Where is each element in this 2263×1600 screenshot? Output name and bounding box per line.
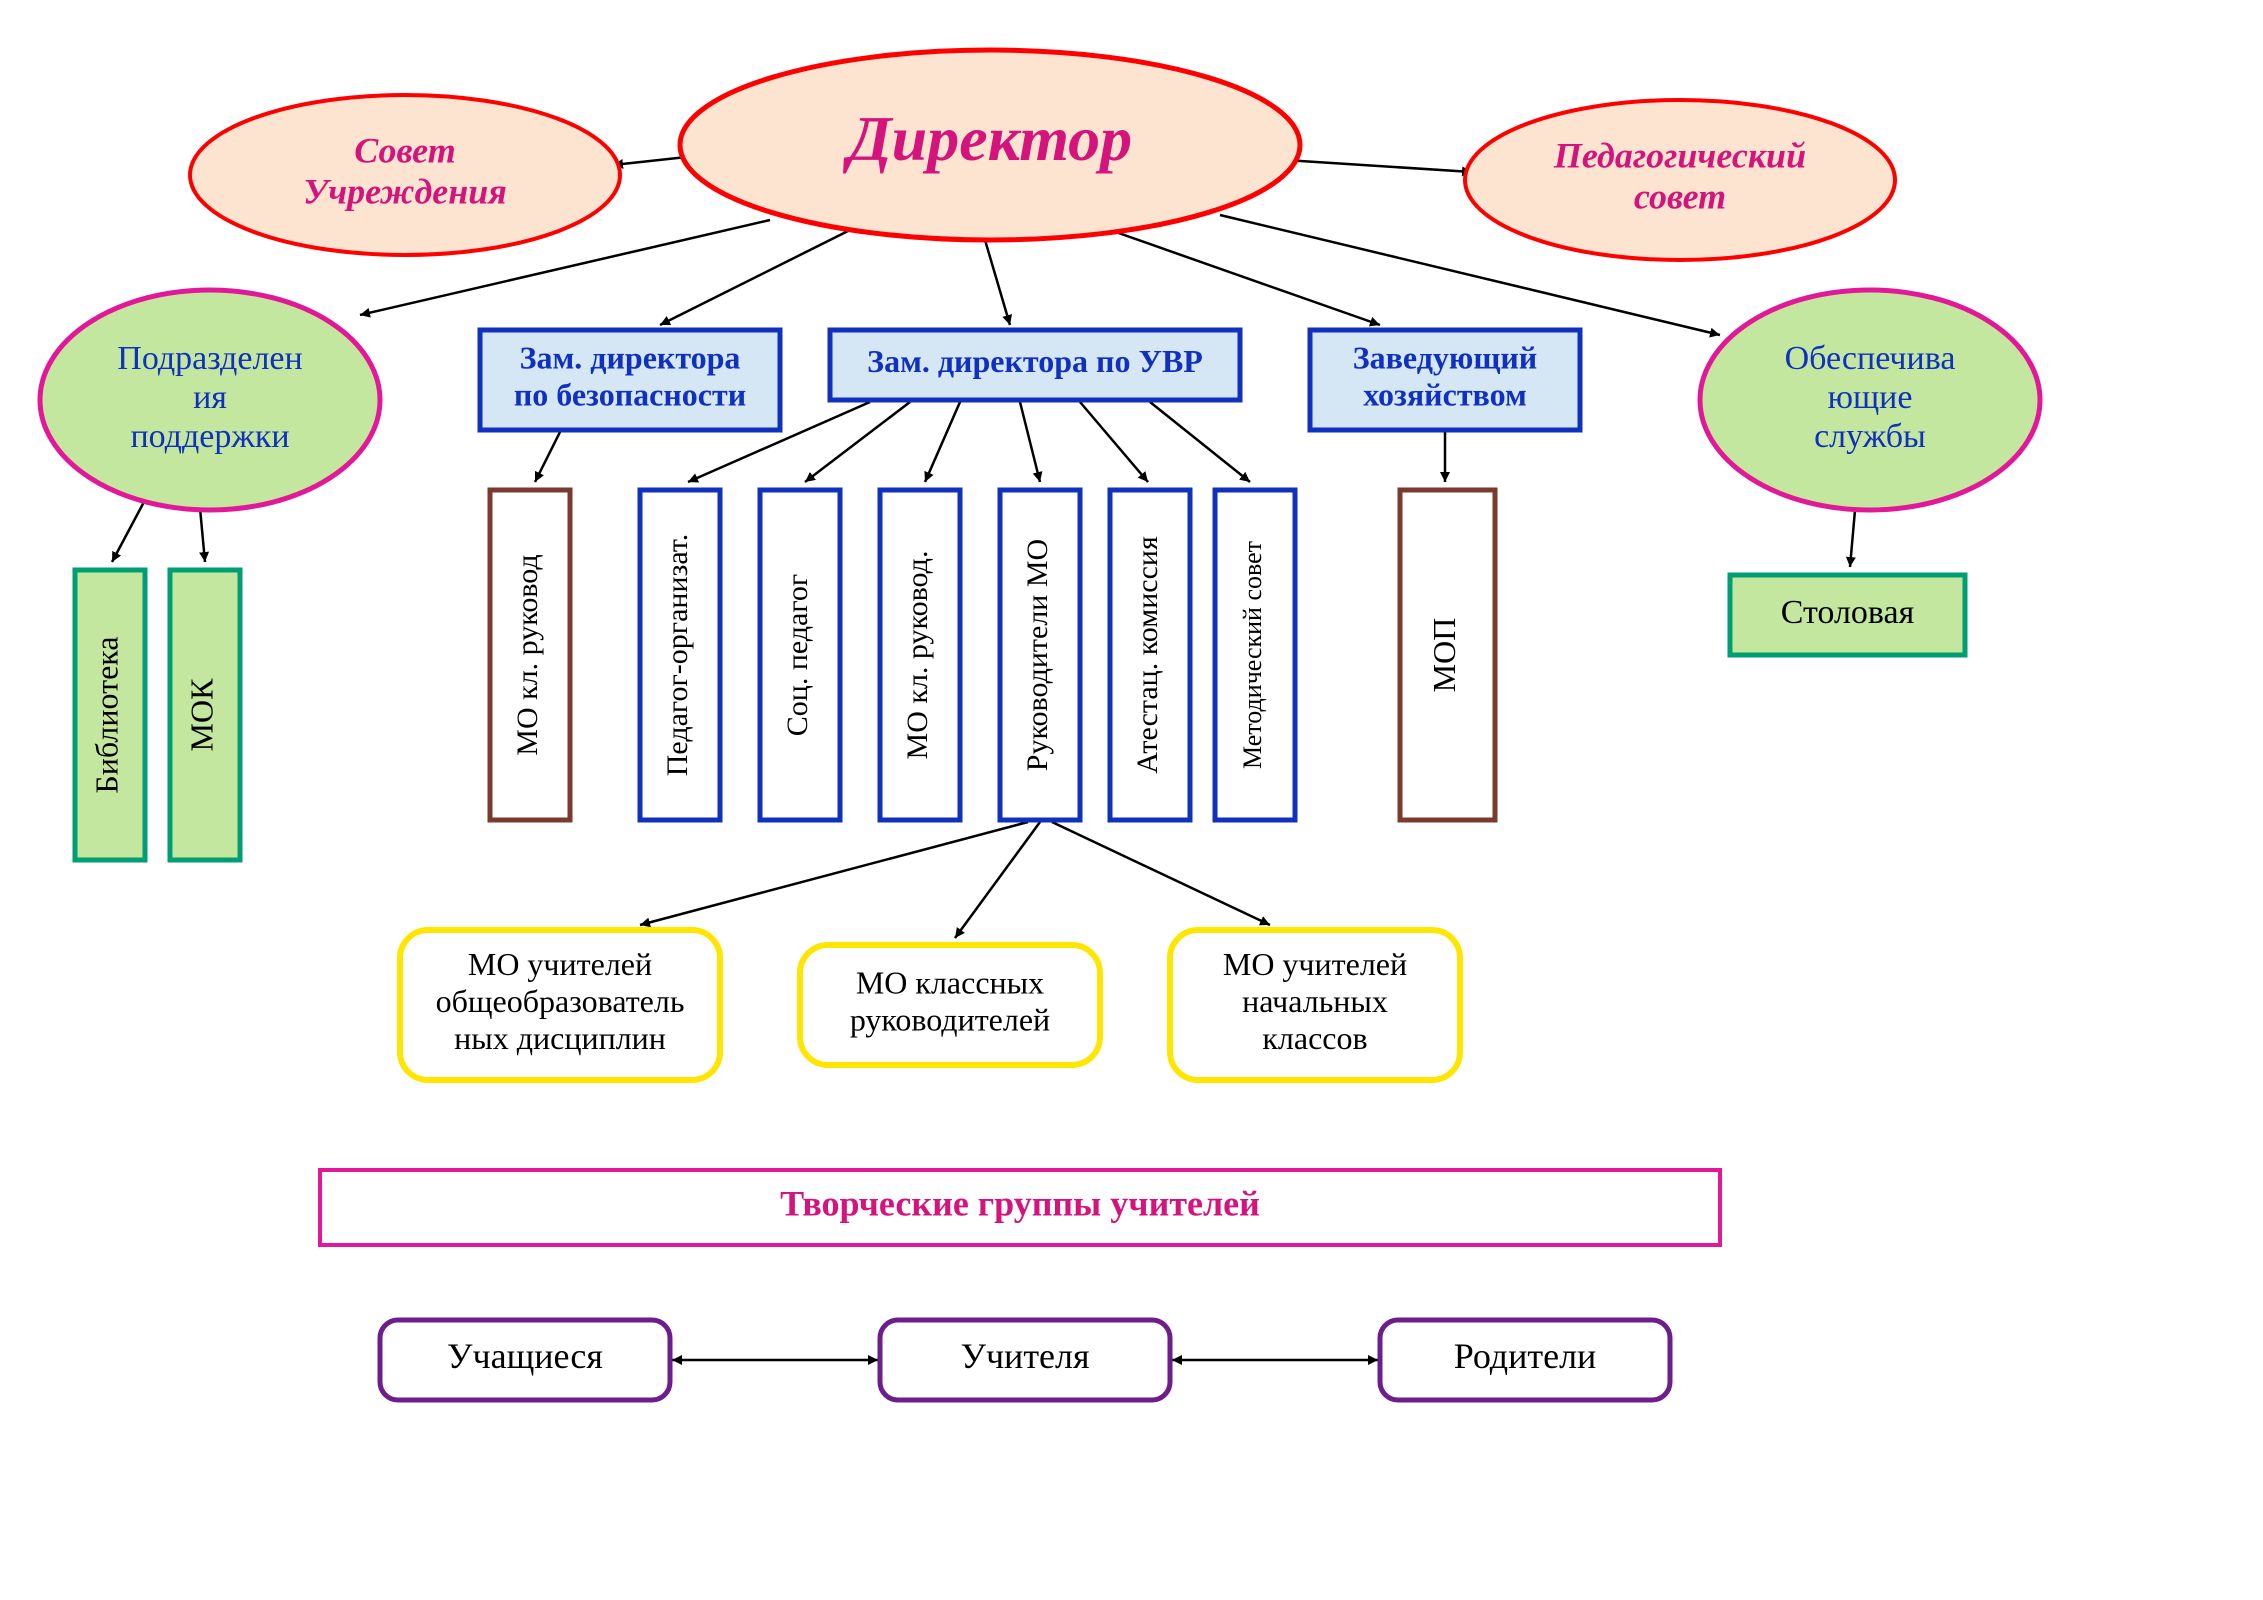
node-attest: Атестац. комиссия bbox=[1110, 490, 1190, 820]
nodes-layer: Директор СоветУчреждения Педагогическийсов… bbox=[40, 50, 2040, 1400]
node-bibl: Библиотека bbox=[75, 570, 145, 860]
node-services: Обеспечивающиеслужбы bbox=[1700, 290, 2040, 510]
node-label: Директор bbox=[843, 103, 1132, 174]
node-method: Методический совет bbox=[1215, 490, 1295, 820]
node-rukmo: Руководители МО bbox=[1000, 490, 1080, 820]
edge bbox=[660, 230, 850, 325]
node-label: Заведующийхозяйством bbox=[1353, 340, 1537, 413]
edge bbox=[925, 402, 960, 482]
node-sovet: СоветУчреждения bbox=[190, 95, 620, 255]
node-label: МО классныхруководителей bbox=[850, 965, 1050, 1038]
edge bbox=[112, 500, 145, 562]
node-label: Зам. директорапо безопасности bbox=[514, 340, 746, 413]
node-zbd_sec: Зам. директорапо безопасности bbox=[480, 330, 780, 430]
org-chart: Директор СоветУчреждения Педагогическийсов… bbox=[0, 0, 2263, 1600]
node-parents: Родители bbox=[1380, 1320, 1670, 1400]
node-label: МО кл. руковод. bbox=[901, 551, 934, 760]
node-pedsovet: Педагогическийсовет bbox=[1465, 100, 1895, 260]
node-mop: МОП bbox=[1400, 490, 1495, 820]
node-mokr1: МО кл. руковод bbox=[490, 490, 570, 820]
node-teachers: Учителя bbox=[880, 1320, 1170, 1400]
node-label: МОП bbox=[1426, 618, 1462, 693]
node-zbd_uvr: Зам. директора по УВР bbox=[830, 330, 1240, 400]
node-mokr2: МО кл. руковод. bbox=[880, 490, 960, 820]
node-label: МО учителейобщеобразовательных дисциплин bbox=[436, 947, 685, 1057]
node-label: Учителя bbox=[960, 1336, 1089, 1376]
node-label: Руководители МО bbox=[1021, 539, 1054, 771]
edge bbox=[985, 240, 1010, 325]
edge bbox=[535, 432, 560, 482]
edge bbox=[1850, 510, 1855, 567]
node-support: Подразделенияподдержки bbox=[40, 290, 380, 510]
edge bbox=[1052, 822, 1270, 925]
edge bbox=[200, 508, 205, 562]
node-mo1: МО учителейобщеобразовательных дисциплин bbox=[400, 930, 720, 1080]
edge bbox=[805, 402, 910, 482]
node-mo2: МО классныхруководителей bbox=[800, 945, 1100, 1065]
node-students: Учащиеся bbox=[380, 1320, 670, 1400]
edge bbox=[1150, 402, 1250, 482]
node-mok: МОК bbox=[170, 570, 240, 860]
node-label: Соц. педагог bbox=[781, 574, 814, 736]
node-zavhoz: Заведующийхозяйством bbox=[1310, 330, 1580, 430]
node-label: Педагог-организат. bbox=[661, 534, 694, 777]
node-pedorg: Педагог-организат. bbox=[640, 490, 720, 820]
edge bbox=[1020, 402, 1040, 482]
node-label: Методический совет bbox=[1238, 541, 1267, 769]
edge bbox=[955, 822, 1040, 938]
node-label: Столовая bbox=[1781, 594, 1915, 631]
edge bbox=[1285, 160, 1472, 172]
node-label: Творческие группы учителей bbox=[780, 1184, 1260, 1224]
node-label: Зам. директора по УВР bbox=[867, 343, 1203, 379]
edge bbox=[1080, 402, 1148, 482]
node-label: Учащиеся bbox=[447, 1336, 603, 1376]
node-director: Директор bbox=[680, 50, 1300, 240]
node-label: Атестац. комиссия bbox=[1131, 536, 1164, 774]
node-mo3: МО учителейначальныхклассов bbox=[1170, 930, 1460, 1080]
node-label: Библиотека bbox=[88, 636, 124, 793]
node-socped: Соц. педагог bbox=[760, 490, 840, 820]
node-label: Родители bbox=[1454, 1336, 1597, 1376]
node-creative: Творческие группы учителей bbox=[320, 1170, 1720, 1245]
edge bbox=[640, 822, 1028, 925]
node-label: МОК bbox=[183, 678, 219, 752]
node-label: МО кл. руковод bbox=[511, 554, 544, 755]
node-canteen: Столовая bbox=[1730, 575, 1965, 655]
